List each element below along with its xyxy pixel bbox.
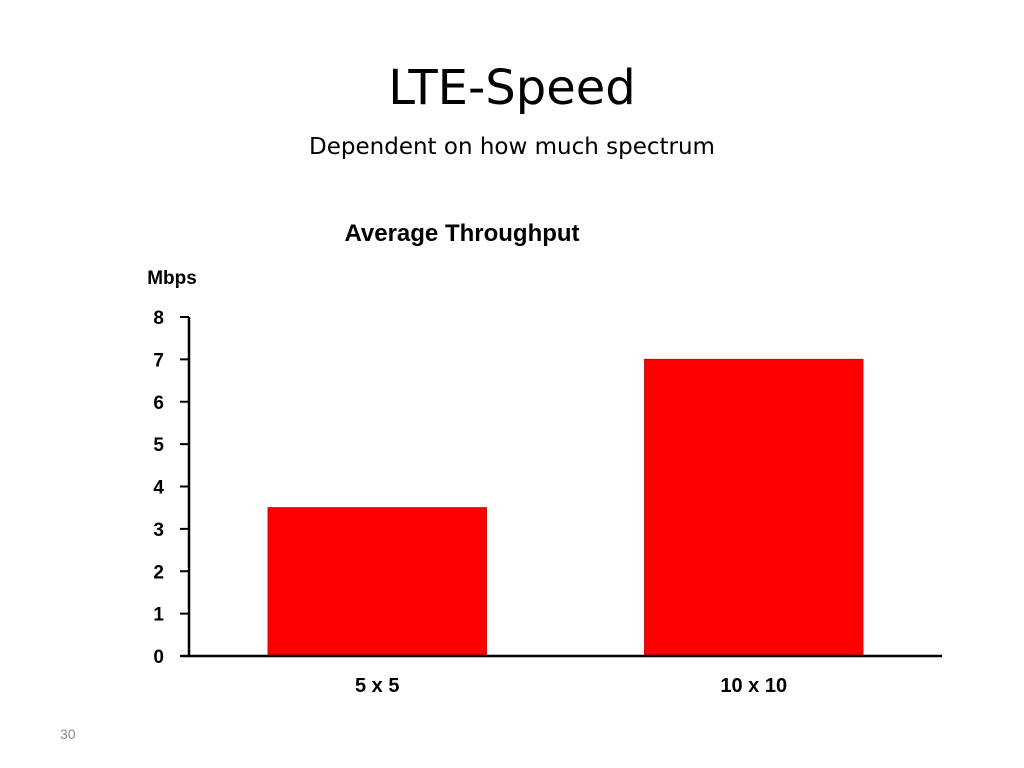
bar-1 bbox=[644, 358, 864, 657]
x-labels-group: 5 x 5 10 x 10 bbox=[355, 675, 787, 697]
y-tick-label-7: 7 bbox=[153, 350, 164, 371]
slide-subtitle: Dependent on how much spectrum bbox=[309, 134, 715, 160]
x-category-label-1: 10 x 10 bbox=[720, 675, 787, 697]
y-tick-label-0: 0 bbox=[153, 647, 164, 668]
y-tick-label-5: 5 bbox=[153, 435, 164, 456]
y-tick-label-3: 3 bbox=[153, 520, 164, 541]
x-category-label-0: 5 x 5 bbox=[355, 675, 399, 697]
bar-0 bbox=[267, 507, 487, 657]
y-tick-label-2: 2 bbox=[153, 562, 164, 583]
y-axis-label: Mbps bbox=[147, 268, 197, 289]
y-tick-label-1: 1 bbox=[153, 605, 164, 626]
slide-title: LTE-Speed bbox=[388, 60, 636, 116]
y-ticks-group: 0 1 2 3 4 5 6 7 8 bbox=[153, 308, 189, 668]
y-tick-label-8: 8 bbox=[153, 308, 164, 329]
y-tick-label-6: 6 bbox=[153, 393, 164, 414]
page-number: 30 bbox=[60, 726, 76, 742]
chart-title: Average Throughput bbox=[344, 220, 579, 247]
y-tick-label-4: 4 bbox=[153, 478, 164, 499]
bars-group bbox=[267, 358, 864, 657]
